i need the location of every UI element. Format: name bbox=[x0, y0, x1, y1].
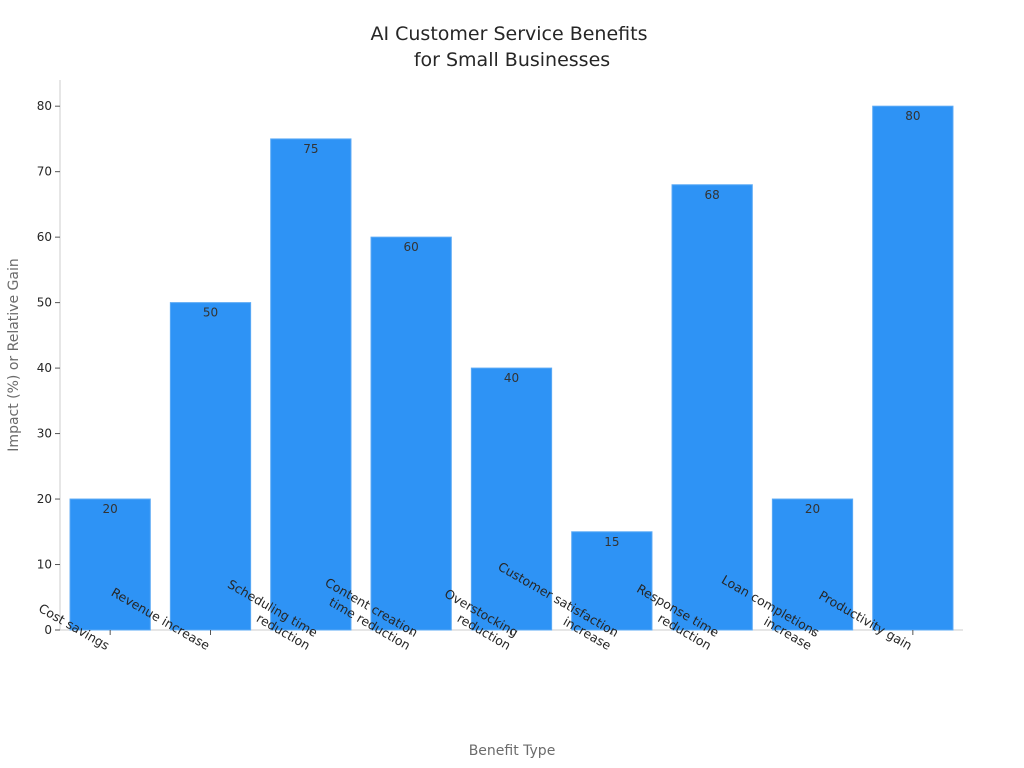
y-tick-label: 60 bbox=[37, 230, 52, 244]
y-tick-label: 70 bbox=[37, 165, 52, 179]
bar-value-label: 68 bbox=[705, 188, 720, 202]
bar bbox=[470, 367, 553, 631]
bar-value-label: 40 bbox=[504, 371, 519, 385]
bar-value-label: 80 bbox=[905, 109, 920, 123]
bar-value-label: 50 bbox=[203, 306, 218, 320]
bar bbox=[771, 498, 854, 631]
bar bbox=[370, 236, 452, 631]
y-tick-label: 30 bbox=[37, 427, 52, 441]
bar-value-label: 20 bbox=[103, 502, 118, 516]
bar bbox=[69, 498, 151, 631]
bar-value-label: 60 bbox=[404, 240, 419, 254]
bar-value-label: 20 bbox=[805, 502, 820, 516]
y-tick-label: 50 bbox=[37, 296, 52, 310]
chart-title-line-2: for Small Businesses bbox=[414, 49, 610, 71]
chart-title-line-1: AI Customer Service Benefits bbox=[370, 23, 647, 45]
bar-value-label: 75 bbox=[303, 142, 318, 156]
bar bbox=[571, 531, 653, 631]
bar bbox=[270, 138, 352, 631]
bar bbox=[872, 105, 954, 631]
bar bbox=[671, 184, 753, 631]
bar bbox=[169, 302, 252, 631]
y-axis-label: Impact (%) or Relative Gain bbox=[6, 258, 22, 451]
chart-title: AI Customer Service Benefits for Small B… bbox=[370, 23, 653, 71]
y-tick-label: 20 bbox=[37, 492, 52, 506]
y-tick-label: 10 bbox=[37, 558, 52, 572]
bars: 20 50 75 60 40 15 68 20 80 bbox=[69, 105, 954, 631]
y-tick-label: 80 bbox=[37, 99, 52, 113]
y-tick-label: 0 bbox=[44, 623, 52, 637]
y-tick-label: 40 bbox=[37, 361, 52, 375]
x-axis-label: Benefit Type bbox=[469, 743, 556, 759]
y-axis-ticks: 0 10 20 30 40 50 60 70 80 bbox=[37, 99, 60, 637]
bar-value-label: 15 bbox=[604, 535, 619, 549]
